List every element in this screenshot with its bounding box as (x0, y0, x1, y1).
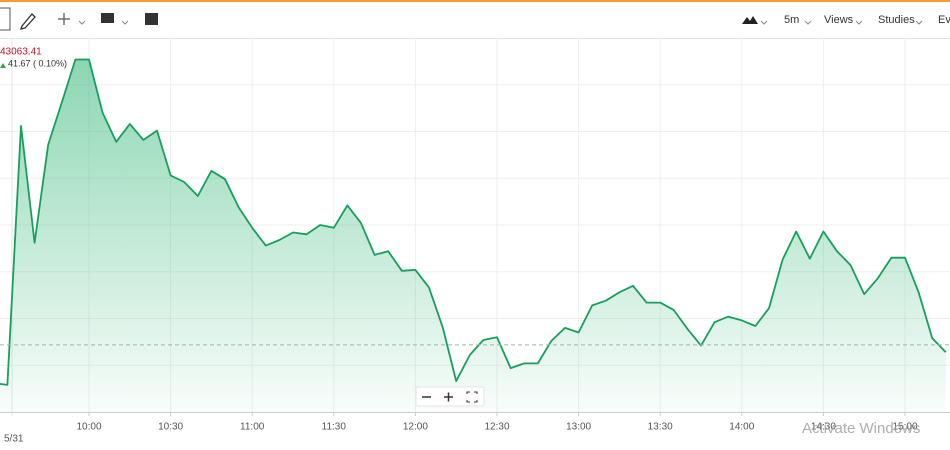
plot-area: 10:00 10:30 11:00 11:30 12:00 12:30 13:00 13:30… (0, 38, 950, 433)
dropdown[interactable] (760, 20, 768, 25)
fullscreen[interactable] (466, 391, 478, 403)
dropdown[interactable] (78, 20, 86, 25)
dropdown[interactable] (121, 20, 129, 25)
x-tick-label: 11:30 (322, 422, 347, 433)
x-tick-label: 12:00 (403, 422, 428, 433)
x-tick-label: 14:30 (811, 422, 836, 433)
dropdown[interactable] (855, 20, 863, 25)
events-menu[interactable]: Ev (938, 14, 950, 26)
list-icon[interactable] (145, 13, 158, 25)
top-accent (0, 0, 950, 2)
crosshair-icon[interactable] (58, 13, 70, 25)
x-tick-label: 12:30 (484, 422, 509, 433)
price-line (0, 58, 947, 386)
area-fill (0, 59, 946, 412)
comment-icon[interactable] (101, 13, 114, 23)
zoom-in[interactable] (444, 392, 453, 402)
current-price: 43063.41 (0, 47, 42, 58)
price-change: 41.67 ( 0.10%) (8, 58, 67, 68)
x-tick-label: 15:00 (892, 422, 917, 433)
chart-type-icon[interactable] (742, 16, 758, 24)
dropdown[interactable] (915, 20, 923, 25)
os-watermark: Activate Windows (802, 420, 920, 437)
interval-menu[interactable]: 5m (784, 14, 799, 26)
x-tick-label: 10:00 (76, 422, 101, 433)
up-arrow (0, 63, 6, 68)
x-tick-label: 11:00 (240, 422, 265, 433)
dropdown[interactable] (804, 20, 812, 25)
x-tick-label: 13:30 (648, 422, 673, 433)
views-menu[interactable]: Views (824, 14, 854, 26)
x-tick-label: 13:00 (566, 422, 591, 433)
date-label: 5/31 (4, 434, 24, 445)
x-tick-label: 14:00 (729, 422, 754, 433)
x-tick-label: 10:30 (158, 422, 183, 433)
studies-menu[interactable]: Studies (878, 14, 915, 26)
draw-icon[interactable] (20, 13, 36, 30)
toolbar-box[interactable] (0, 7, 11, 31)
